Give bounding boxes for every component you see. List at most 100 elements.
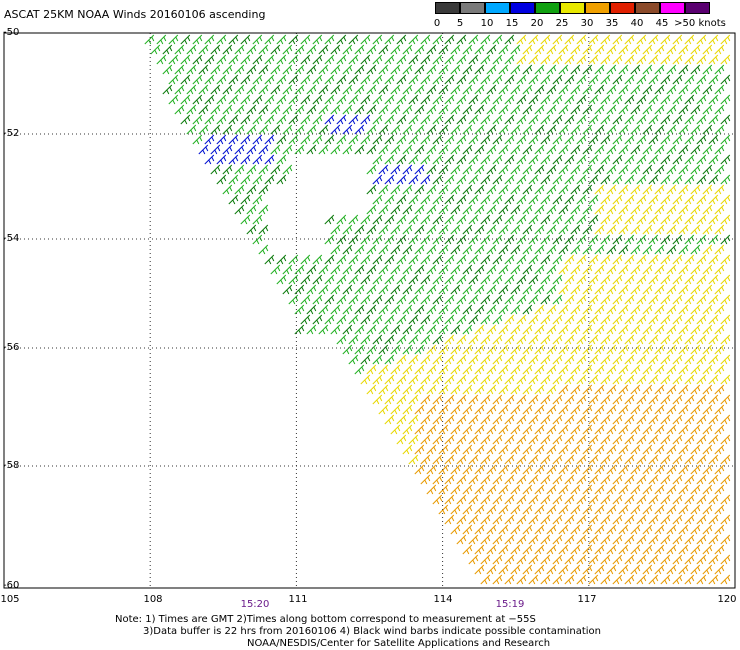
wind-barb xyxy=(708,474,719,485)
wind-barb xyxy=(648,554,659,565)
wind-barb xyxy=(684,94,695,105)
wind-barb xyxy=(570,304,581,315)
wind-barb xyxy=(606,404,617,415)
wind-barb xyxy=(594,364,605,375)
wind-barb xyxy=(558,44,569,55)
wind-barb xyxy=(468,314,479,325)
wind-barb xyxy=(528,514,539,525)
wind-barb xyxy=(474,384,485,395)
wind-barb xyxy=(492,474,503,485)
wind-barb xyxy=(468,54,479,65)
wind-barb xyxy=(390,184,401,195)
wind-barb xyxy=(702,504,713,515)
wind-barb xyxy=(396,414,407,425)
wind-barb xyxy=(426,384,437,395)
wind-barb xyxy=(324,294,335,305)
wind-barb xyxy=(600,454,611,465)
wind-barb xyxy=(648,354,659,365)
wind-barb xyxy=(552,394,563,405)
wind-barb xyxy=(696,534,707,545)
wind-barb xyxy=(594,524,605,535)
wind-barb xyxy=(498,524,509,535)
wind-barb xyxy=(570,504,581,515)
wind-barb xyxy=(684,54,695,65)
wind-barb xyxy=(246,104,257,115)
wind-barb xyxy=(654,64,665,75)
wind-barb xyxy=(666,64,677,75)
wind-barb xyxy=(654,404,665,415)
wind-barb xyxy=(594,164,605,175)
wind-barb xyxy=(660,314,671,325)
wind-barb xyxy=(360,54,371,65)
wind-barb xyxy=(582,184,593,195)
wind-barb xyxy=(474,124,485,135)
wind-barb xyxy=(708,574,719,585)
wind-barb xyxy=(630,484,641,495)
wind-barb xyxy=(636,394,647,405)
wind-barb xyxy=(708,394,719,405)
wind-barb xyxy=(282,44,293,55)
wind-barb xyxy=(198,104,209,115)
wind-barb xyxy=(582,444,593,455)
wind-barb xyxy=(486,124,497,135)
wind-barb xyxy=(708,334,719,345)
wind-barb xyxy=(660,194,671,205)
wind-barb xyxy=(426,324,437,335)
wind-barb xyxy=(720,334,731,345)
wind-barb xyxy=(462,424,473,435)
wind-barb xyxy=(528,314,539,325)
wind-barb xyxy=(600,194,611,205)
wind-barb xyxy=(240,74,251,85)
wind-barb xyxy=(402,404,413,415)
wind-barb xyxy=(186,84,197,95)
wind-barb xyxy=(234,124,245,135)
wind-barb xyxy=(618,44,629,55)
wind-barb xyxy=(348,294,359,305)
wind-barb xyxy=(714,504,725,515)
wind-barb xyxy=(660,114,671,125)
wind-barb xyxy=(702,204,713,215)
wind-barb xyxy=(678,124,689,135)
wind-barb xyxy=(600,234,611,245)
wind-barb xyxy=(702,564,713,575)
wind-barb xyxy=(708,234,719,245)
wind-barb xyxy=(624,54,635,65)
wind-barb xyxy=(204,34,215,45)
wind-barb xyxy=(432,254,443,265)
wind-barb xyxy=(678,244,689,255)
wind-barb xyxy=(630,144,641,155)
wind-barb xyxy=(240,154,251,165)
wind-barb xyxy=(474,484,485,495)
wind-barb xyxy=(516,454,527,465)
wind-barb xyxy=(684,574,695,585)
wind-barb xyxy=(534,104,545,115)
wind-barb xyxy=(342,104,353,115)
wind-barb xyxy=(594,144,605,155)
wind-barb xyxy=(522,104,533,115)
wind-barb xyxy=(552,154,563,165)
wind-barb xyxy=(426,124,437,135)
wind-barb xyxy=(492,94,503,105)
wind-barb xyxy=(504,434,515,445)
wind-barb xyxy=(534,424,545,435)
wind-barb xyxy=(666,304,677,315)
wind-barb xyxy=(366,344,377,355)
wind-barb xyxy=(576,474,587,485)
wind-barb xyxy=(678,544,689,555)
wind-barb xyxy=(498,84,509,95)
wind-barb xyxy=(348,234,359,245)
wind-barb xyxy=(396,274,407,285)
wind-barb xyxy=(402,104,413,115)
wind-barb xyxy=(624,294,635,305)
wind-barb xyxy=(630,104,641,115)
wind-barb xyxy=(480,214,491,225)
wind-barb xyxy=(600,414,611,425)
wind-barb xyxy=(498,264,509,275)
wind-barb xyxy=(702,44,713,55)
wind-barb xyxy=(462,204,473,215)
wind-barb xyxy=(600,434,611,445)
wind-barb xyxy=(534,124,545,135)
wind-barb xyxy=(168,54,179,65)
wind-barb xyxy=(480,194,491,205)
wind-barb xyxy=(690,204,701,215)
